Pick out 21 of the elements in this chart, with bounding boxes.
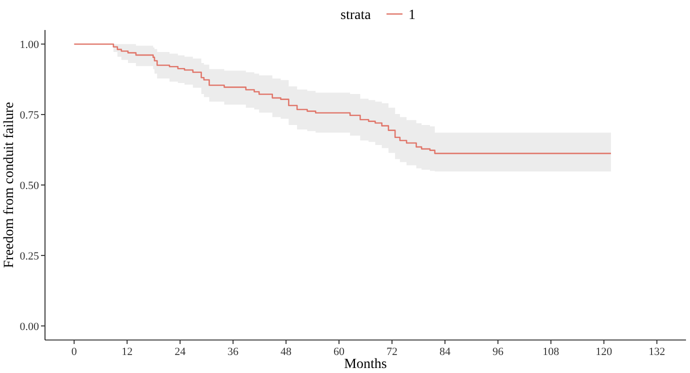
x-tick-label: 108 xyxy=(542,346,560,358)
x-tick-label: 84 xyxy=(439,346,451,358)
y-tick-label: 0.75 xyxy=(20,110,40,122)
x-tick-label: 60 xyxy=(334,346,346,358)
x-tick-label: 0 xyxy=(71,346,78,358)
x-axis-title: Months xyxy=(344,357,387,372)
y-tick-label: 0.25 xyxy=(20,250,40,262)
y-tick-label: 0.50 xyxy=(20,180,40,192)
x-tick-label: 24 xyxy=(174,346,186,358)
x-tick-label: 132 xyxy=(648,346,666,358)
x-tick-label: 48 xyxy=(280,346,292,358)
x-tick-label: 96 xyxy=(492,346,504,358)
x-tick-label: 120 xyxy=(596,346,613,358)
y-tick-label: 1.00 xyxy=(20,39,40,52)
y-axis-title: Freedom from conduit failure xyxy=(2,102,17,268)
legend-title: strata xyxy=(340,8,372,23)
x-tick-label: 12 xyxy=(122,346,133,358)
legend-label: 1 xyxy=(408,8,416,23)
x-tick-label: 36 xyxy=(228,346,240,358)
x-tick-label: 72 xyxy=(386,346,398,358)
y-tick-label: 0.00 xyxy=(20,320,40,333)
